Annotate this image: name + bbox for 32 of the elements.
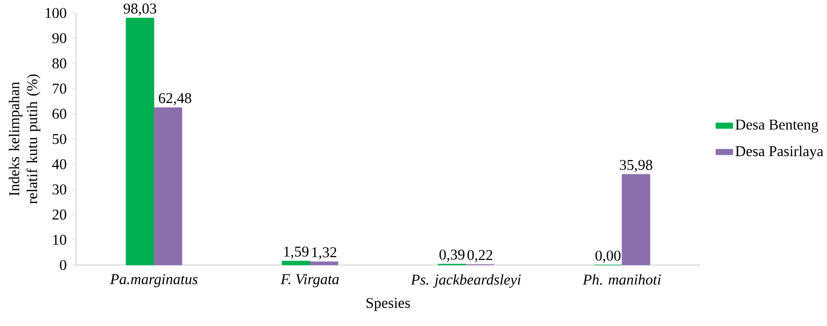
bar (310, 261, 338, 266)
x-tick-label: Ps. jackbeardsleyi (410, 274, 521, 288)
y-tick-label: 0 (60, 260, 66, 270)
y-tick-label: 20 (52, 210, 66, 220)
data-label: 98,03 (124, 4, 156, 16)
y-axis-title: Indeks kelimpahan relatif kutu putih (%) (8, 74, 40, 204)
x-tick-label: Ph. manihoti (582, 274, 661, 285)
data-label: 0,22 (467, 250, 492, 262)
y-tick-label: 50 (52, 134, 66, 144)
y-tick-label: 80 (52, 58, 66, 68)
data-label: 0,39 (439, 250, 464, 262)
bar (282, 260, 310, 266)
data-label: 1,32 (312, 247, 336, 260)
y-tick-label: 10 (53, 234, 66, 245)
bar (154, 107, 182, 266)
y-tick-label: 40 (52, 159, 66, 170)
legend-label: Desa Pasirlaya (736, 146, 824, 160)
data-label: 1,59 (284, 246, 308, 259)
y-tick-label: 90 (52, 33, 66, 44)
data-label: 0,00 (595, 250, 621, 263)
x-tick-label: Pa.marginatus (110, 274, 198, 288)
legend-label: Desa Benteng (736, 120, 818, 133)
bar (126, 18, 154, 266)
y-tick-label: 100 (46, 8, 66, 18)
data-label: 35,98 (620, 160, 652, 172)
x-tick-label: F. Virgata (280, 274, 339, 288)
x-axis-title: Spesies (366, 298, 410, 312)
y-tick-label: 70 (52, 84, 66, 94)
y-tick-label: 30 (52, 184, 66, 194)
y-tick-label: 60 (52, 108, 66, 119)
bar (622, 174, 650, 266)
data-label: 62,48 (158, 93, 192, 106)
